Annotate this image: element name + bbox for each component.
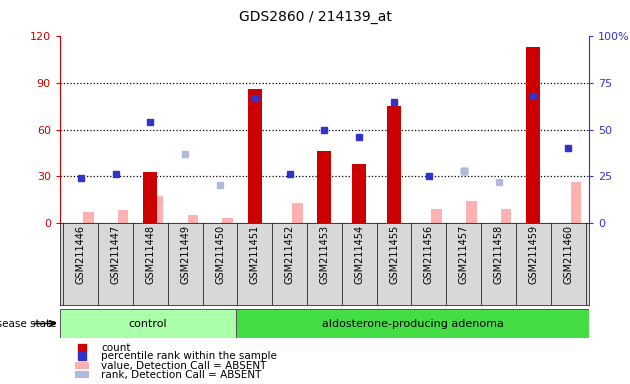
Text: control: control [129, 318, 168, 329]
Text: GSM211450: GSM211450 [215, 225, 225, 284]
Bar [248, 89, 262, 223]
Text: GSM211454: GSM211454 [354, 225, 364, 284]
Bar [466, 201, 477, 223]
Bar [75, 362, 89, 369]
Text: percentile rank within the sample: percentile rank within the sample [101, 351, 277, 361]
Text: GSM211448: GSM211448 [146, 225, 156, 284]
Bar [292, 202, 302, 223]
Text: GSM211460: GSM211460 [563, 225, 573, 284]
Bar [75, 371, 89, 378]
Text: rank, Detection Call = ABSENT: rank, Detection Call = ABSENT [101, 370, 261, 380]
Text: GSM211456: GSM211456 [424, 225, 434, 284]
Bar [144, 172, 158, 223]
Text: GSM211447: GSM211447 [110, 225, 120, 284]
Bar [571, 182, 581, 223]
Text: GSM211457: GSM211457 [459, 225, 469, 285]
Text: value, Detection Call = ABSENT: value, Detection Call = ABSENT [101, 361, 266, 371]
Text: GDS2860 / 214139_at: GDS2860 / 214139_at [239, 10, 391, 23]
Bar [352, 164, 366, 223]
Bar [387, 106, 401, 223]
Bar [501, 209, 512, 223]
Bar [527, 47, 541, 223]
Bar [118, 210, 129, 223]
Bar [83, 212, 94, 223]
Bar [188, 215, 198, 223]
Bar [432, 209, 442, 223]
Text: GSM211455: GSM211455 [389, 225, 399, 285]
Text: GSM211449: GSM211449 [180, 225, 190, 284]
Bar [222, 218, 233, 223]
Text: aldosterone-producing adenoma: aldosterone-producing adenoma [322, 318, 503, 329]
Bar [318, 151, 331, 223]
Text: GSM211458: GSM211458 [493, 225, 503, 284]
Text: disease state: disease state [0, 318, 57, 329]
Text: GSM211452: GSM211452 [285, 225, 295, 285]
Text: GSM211451: GSM211451 [250, 225, 260, 284]
Text: count: count [101, 343, 130, 353]
Text: GSM211446: GSM211446 [76, 225, 86, 284]
Text: GSM211453: GSM211453 [319, 225, 329, 284]
Text: GSM211459: GSM211459 [529, 225, 539, 284]
Bar [60, 309, 236, 338]
Bar [153, 196, 163, 223]
Bar [236, 309, 589, 338]
